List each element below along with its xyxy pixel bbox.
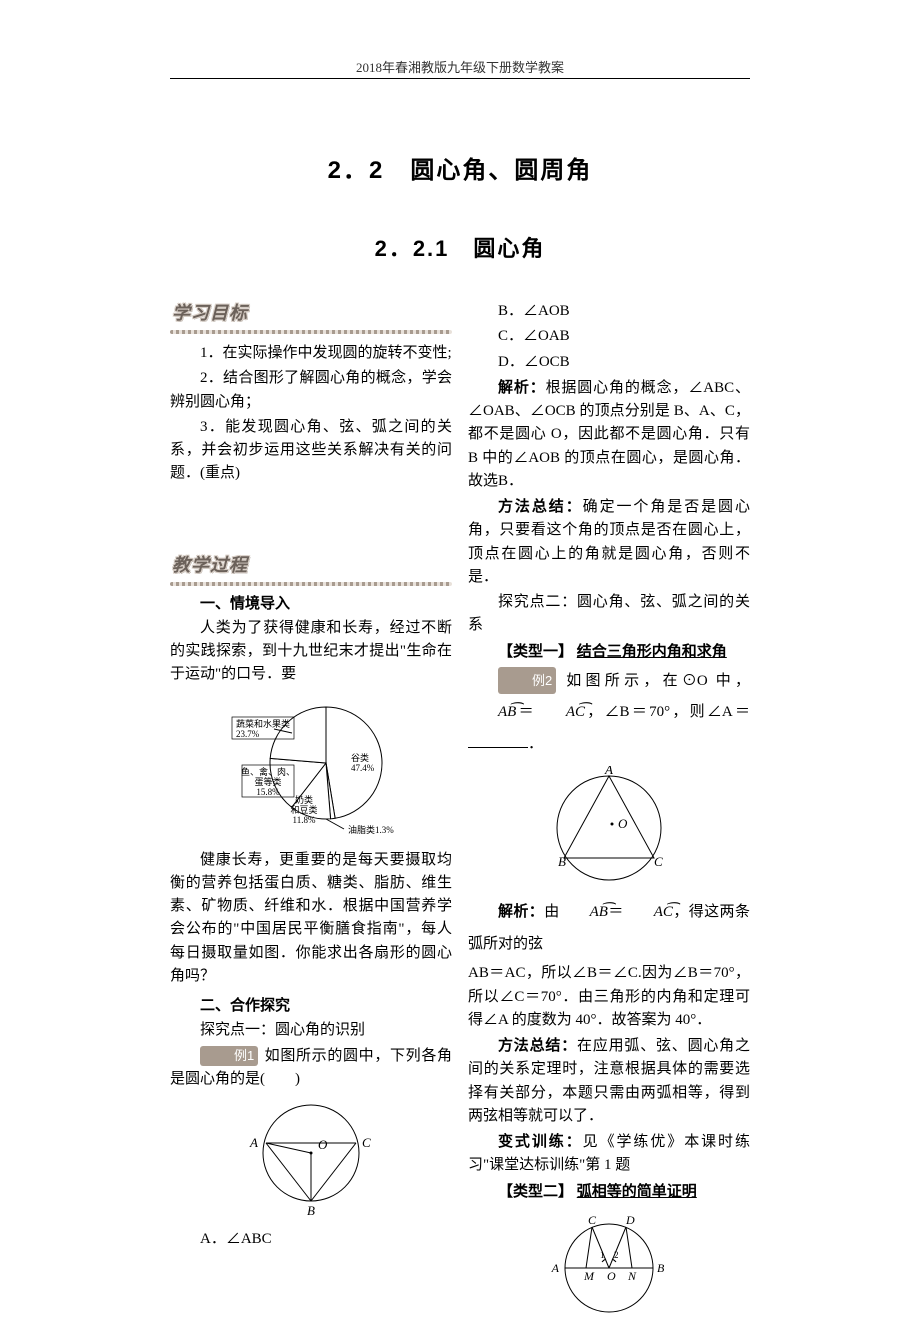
ex2-post: ，∠B＝70°，则∠A＝: [585, 704, 750, 720]
svg-text:15.8%: 15.8%: [256, 787, 280, 797]
pie-chart: 谷类47.4% 油脂类1.3% 奶类和豆类11.8% 鱼、禽、肉、蛋等类15.8% 蔬菜…: [170, 693, 452, 843]
point1-heading: 探究点一：圆心角的识别: [170, 1019, 452, 1042]
svg-text:B: B: [657, 1261, 665, 1275]
example2-analysis-l2: AB＝AC，所以∠B＝∠C.因为∠B＝70°，所以∠C＝70°．由三角形的内角和…: [468, 962, 750, 1032]
svg-text:O: O: [607, 1269, 616, 1283]
analysis-text: 根据圆心角的概念，∠ABC、∠OAB、∠OCB 的顶点分别是 B、A、C，都不是…: [468, 380, 750, 489]
type1-header: 【类型一】 结合三角形内角和求角: [468, 640, 750, 664]
svg-text:蛋等类: 蛋等类: [254, 776, 281, 787]
objective-3: 3．能发现圆心角、弦、弧之间的关系，并会初步运用这些关系解决有关的问题．(重点): [170, 416, 452, 486]
objectives-badge-text: 学习目标: [172, 303, 248, 323]
section-title: 2．2 圆心角、圆周角: [0, 152, 920, 189]
svg-text:A: A: [249, 1135, 258, 1150]
left-column: 学习目标 1．在实际操作中发现圆的旋转不变性; 2．结合图形了解圆心角的概念，学…: [170, 300, 452, 1253]
objective-1: 1．在实际操作中发现圆的旋转不变性;: [170, 342, 452, 365]
arc-ab: AB: [468, 697, 516, 729]
svg-text:蔬菜和水果类: 蔬菜和水果类: [236, 718, 290, 729]
svg-text:N: N: [627, 1269, 637, 1283]
type2-label: 【类型二】: [498, 1183, 573, 1200]
svg-text:2: 2: [614, 1250, 619, 1260]
svg-text:鱼、禽、肉、: 鱼、禽、肉、: [241, 766, 295, 777]
example1-optA: A．∠ABC: [170, 1228, 452, 1251]
process-rule: [170, 582, 452, 586]
svg-text:C: C: [588, 1213, 597, 1227]
svg-text:D: D: [625, 1213, 635, 1227]
method-label: 方法总结：: [498, 498, 583, 515]
svg-text:谷类: 谷类: [351, 752, 369, 763]
objective-2: 2．结合图形了解圆心角的概念，学会辨别圆心角；: [170, 367, 452, 414]
subsection-title: 2．2.1 圆心角: [0, 232, 920, 266]
arc-ac-2: AC: [624, 897, 673, 929]
point2-heading: 探究点二：圆心角、弦、弧之间的关系: [468, 591, 750, 638]
svg-text:油脂类1.3%: 油脂类1.3%: [348, 824, 394, 835]
example1-stem: 例1 如图所示的圆中，下列各角是圆心角的是( ): [170, 1045, 452, 1092]
optA-text: A．∠ABC: [200, 1231, 272, 1247]
coop-heading: 二、合作探究: [170, 994, 452, 1017]
type2-header: 【类型二】 弧相等的简单证明: [468, 1180, 750, 1204]
example2-svg: A B C O: [534, 766, 684, 890]
svg-text:A: A: [551, 1261, 560, 1275]
ex2-end: ．: [528, 736, 543, 752]
svg-text:C: C: [654, 854, 663, 869]
example3-figure: A B C D M O N 1 2: [468, 1210, 750, 1320]
objectives-badge: 学习目标: [170, 300, 250, 328]
svg-text:B: B: [307, 1203, 315, 1218]
example2-method: 方法总结：在应用弧、弦、圆心角之间的关系定理时，注意根据具体的需要选择有关部分，…: [468, 1034, 750, 1128]
example1-method: 方法总结：确定一个角是否是圆心角，只要看这个角的顶点是否在圆心上，顶点在圆心上的…: [468, 495, 750, 589]
svg-text:1: 1: [600, 1250, 605, 1260]
arc-ab-2: AB: [560, 897, 608, 929]
example3-svg: A B C D M O N 1 2: [534, 1210, 684, 1320]
example1-analysis: 解析：根据圆心角的概念，∠ABC、∠OAB、∠OCB 的顶点分别是 B、A、C，…: [468, 376, 750, 493]
example2-stem: 例2 如图所示，在⊙O 中，AB＝AC，∠B＝70°，则∠A＝．: [468, 666, 750, 761]
type1-label: 【类型一】: [498, 643, 573, 660]
example1-svg: A C B O: [236, 1097, 386, 1222]
example2-figure: A B C O: [468, 766, 750, 890]
intro-p2: 健康长寿，更重要的是每天要摄取均衡的营养包括蛋白质、糖类、脂肪、维生素、矿物质、…: [170, 849, 452, 989]
pie-svg: 谷类47.4% 油脂类1.3% 奶类和豆类11.8% 鱼、禽、肉、蛋等类15.8% 蔬菜…: [196, 693, 426, 843]
example1-figure: A C B O: [170, 1097, 452, 1222]
svg-text:奶类: 奶类: [295, 794, 313, 805]
ex2-method-label: 方法总结：: [498, 1037, 577, 1054]
analysis-label: 解析：: [498, 379, 546, 396]
variant-label: 变式训练：: [498, 1133, 583, 1150]
example1-optC: C．∠OAB: [468, 325, 750, 348]
svg-text:和豆类: 和豆类: [290, 804, 317, 815]
svg-text:23.7%: 23.7%: [236, 729, 260, 739]
process-badge: 教学过程: [170, 552, 250, 580]
svg-text:A: A: [604, 766, 613, 777]
header-rule: [170, 78, 750, 79]
svg-text:M: M: [583, 1269, 595, 1283]
example1-optD: D．∠OCB: [468, 351, 750, 374]
ex2-pre: 如图所示，在⊙O 中，: [566, 673, 750, 689]
type2-title: 弧相等的简单证明: [577, 1183, 697, 1200]
process-badge-text: 教学过程: [172, 555, 248, 575]
example2-variant: 变式训练：见《学练优》本课时练习"课堂达标训练"第 1 题: [468, 1130, 750, 1178]
blank: [468, 733, 528, 748]
example1-tag: 例1: [200, 1046, 258, 1066]
svg-text:C: C: [362, 1135, 371, 1150]
svg-text:O: O: [318, 1137, 328, 1152]
ex2-analysis-label: 解析：: [498, 903, 544, 920]
page-header: 2018年春湘教版九年级下册数学教案: [0, 58, 920, 78]
arc-ac: AC: [536, 697, 585, 729]
right-column: B．∠AOB C．∠OAB D．∠OCB 解析：根据圆心角的概念，∠ABC、∠O…: [468, 300, 750, 1326]
svg-text:11.8%: 11.8%: [293, 815, 316, 825]
intro-heading: 一、情境导入: [170, 592, 452, 615]
type1-title: 结合三角形内角和求角: [577, 643, 727, 660]
example2-analysis-l1: 解析：由AB＝AC，得这两条弧所对的弦: [468, 896, 750, 960]
svg-text:O: O: [618, 816, 628, 831]
svg-text:47.4%: 47.4%: [351, 763, 375, 773]
intro-p1: 人类为了获得健康和长寿，经过不断的实践探索，到十九世纪末才提出"生命在于运动"的…: [170, 617, 452, 687]
svg-text:B: B: [558, 854, 566, 869]
example1-optB: B．∠AOB: [468, 300, 750, 323]
